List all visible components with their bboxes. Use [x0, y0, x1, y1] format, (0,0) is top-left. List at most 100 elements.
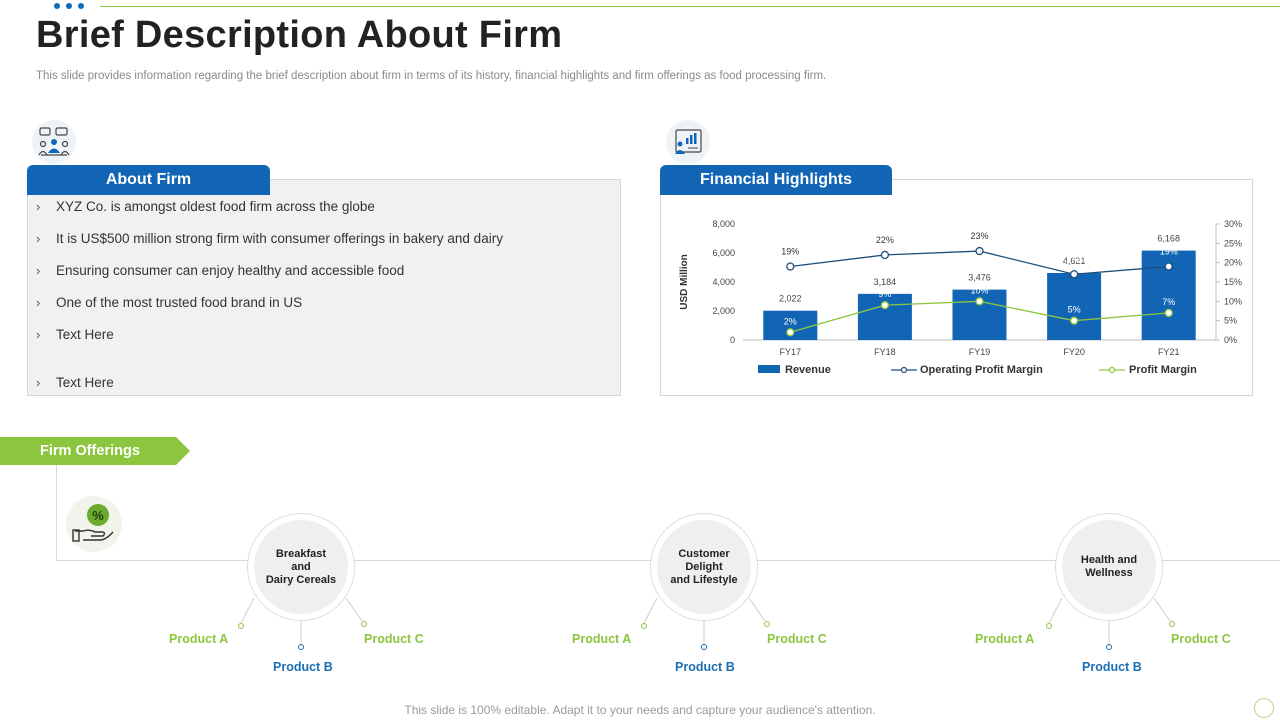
revenue-bar [1047, 272, 1102, 340]
operating-margin-line-point [786, 262, 795, 271]
decorative-dots [54, 3, 84, 9]
product-b-label: Product B [1082, 660, 1142, 674]
category-label: Breakfast and Dairy Cereals [254, 520, 348, 614]
product-c-label: Product C [364, 632, 424, 646]
y2-tick-label: 25% [1224, 238, 1242, 248]
operating-margin-line-label: 19% [1160, 247, 1178, 257]
y-axis-title: USD Million [679, 254, 690, 310]
y-tick-label: 6,000 [712, 248, 735, 258]
product-c-label: Product C [1171, 632, 1231, 646]
x-tick-label: FY21 [1158, 347, 1180, 357]
revenue-value-label: 2,022 [779, 294, 802, 304]
profit-margin-line-label: 7% [1162, 297, 1175, 307]
list-item: › Ensuring consumer can enjoy healthy and… [36, 263, 405, 278]
operating-margin-line-point [1069, 270, 1079, 279]
profit-margin-line-point [975, 297, 984, 306]
profit-margin-line-point [1069, 316, 1079, 325]
legend-operating-margin-marker [900, 366, 908, 374]
revenue-bar [857, 293, 912, 340]
profit-margin-line-point [786, 328, 795, 337]
profit-margin-line-label: 10% [970, 285, 988, 295]
list-item-text: XYZ Co. is amongst oldest food firm acro… [56, 199, 375, 214]
revenue-bar [952, 289, 1007, 340]
category-label: Health and Wellness [1062, 520, 1156, 614]
y2-tick-label: 30% [1224, 219, 1242, 229]
list-item: › One of the most trusted food brand in U… [36, 295, 303, 310]
product-b-label: Product B [675, 660, 735, 674]
revenue-value-label: 4,621 [1063, 256, 1086, 266]
category-circle: Health and Wellness [1055, 513, 1163, 621]
product-a-label: Product A [169, 632, 229, 646]
product-a-label: Product A [572, 632, 632, 646]
profit-margin-line-point [1164, 308, 1173, 318]
list-item: › It is US$500 million strong firm with c… [36, 231, 503, 246]
offering-group-3: Health and Wellness Product A Product B … [975, 508, 1234, 678]
y2-tick-label: 10% [1224, 296, 1242, 306]
list-item: › Text Here [36, 327, 114, 342]
y2-tick-label: 5% [1224, 316, 1237, 326]
profit-margin-line-label: 2% [784, 316, 797, 326]
profit-margin-line-point [880, 301, 890, 310]
list-item-text: Ensuring consumer can enjoy healthy and … [56, 263, 405, 278]
footer-note: This slide is 100% editable. Adapt it to… [404, 703, 876, 717]
revenue-value-label: 6,168 [1157, 234, 1180, 244]
category-circle: Customer Delight and Lifestyle [650, 513, 758, 621]
list-item-text: Text Here [56, 375, 114, 390]
operating-margin-line-label: 22% [876, 235, 894, 245]
meeting-icon [32, 120, 76, 164]
x-tick-label: FY19 [969, 347, 991, 357]
offering-group-2: Customer Delight and Lifestyle Product A… [572, 508, 829, 678]
top-divider [100, 6, 1280, 7]
corner-decoration [1254, 698, 1274, 718]
list-item-text: It is US$500 million strong firm with co… [56, 231, 503, 246]
discount-hand-icon: % [66, 496, 122, 552]
operating-margin-line-label: 17% [1065, 254, 1083, 264]
offering-group-1: Breakfast and Dairy Cereals Product A Pr… [169, 508, 426, 678]
firm-offerings-title: Firm Offerings [40, 443, 140, 459]
about-firm-panel [27, 179, 621, 396]
connector-line [56, 465, 57, 561]
legend-profit-margin-label: Profit Margin [1129, 364, 1197, 376]
financial-report-icon [666, 120, 710, 164]
category-label: Customer Delight and Lifestyle [657, 520, 751, 614]
firm-offerings-banner: Firm Offerings [0, 437, 190, 465]
x-tick-label: FY20 [1063, 347, 1085, 357]
svg-text:%: % [92, 508, 104, 523]
product-b-label: Product B [273, 660, 333, 674]
product-c-label: Product C [767, 632, 827, 646]
category-circle: Breakfast and Dairy Cereals [247, 513, 355, 621]
y-tick-label: 8,000 [712, 219, 735, 229]
about-firm-title: About Firm [27, 165, 270, 195]
list-item-text: Text Here [56, 327, 114, 342]
financial-highlights-title: Financial Highlights [660, 165, 892, 195]
legend-revenue-label: Revenue [785, 364, 831, 376]
y2-tick-label: 20% [1224, 258, 1242, 268]
revenue-value-label: 3,476 [968, 273, 991, 283]
page-title: Brief Description About Firm [36, 14, 563, 56]
operating-margin-line-point [975, 246, 984, 256]
financial-chart: 0 2,000 4,000 6,000 8,000 0% 5% 10% 15% 20% 25% 30%… [679, 219, 1242, 376]
page-subtitle: This slide provides information regardin… [36, 70, 827, 82]
y-tick-label: 2,000 [712, 306, 735, 316]
operating-margin-line-label: 23% [970, 231, 988, 241]
financial-highlights-panel: 0 2,000 4,000 6,000 8,000 0% 5% 10% 15% 20% 25% 30%… [660, 179, 1253, 396]
operating-margin-line-point [1164, 262, 1173, 271]
legend-revenue-swatch [758, 365, 780, 373]
revenue-value-label: 3,184 [874, 277, 897, 287]
profit-margin-line-label: 5% [1068, 305, 1081, 315]
y2-tick-label: 0% [1224, 335, 1237, 345]
x-tick-label: FY17 [780, 347, 802, 357]
operating-margin-line-label: 19% [781, 247, 799, 257]
list-item: › XYZ Co. is amongst oldest food firm acr… [36, 199, 375, 214]
product-a-label: Product A [975, 632, 1035, 646]
legend-operating-margin-label: Operating Profit Margin [920, 364, 1043, 376]
legend-profit-margin-marker [1108, 366, 1116, 374]
y-tick-label: 4,000 [712, 277, 735, 287]
operating-margin-line-point [880, 250, 890, 260]
x-tick-label: FY18 [874, 347, 896, 357]
list-item-text: One of the most trusted food brand in US [56, 295, 303, 310]
y2-tick-label: 15% [1224, 277, 1242, 287]
y-tick-label: 0 [730, 335, 735, 345]
list-item: › Text Here [36, 375, 114, 390]
profit-margin-line-label: 9% [878, 289, 891, 299]
